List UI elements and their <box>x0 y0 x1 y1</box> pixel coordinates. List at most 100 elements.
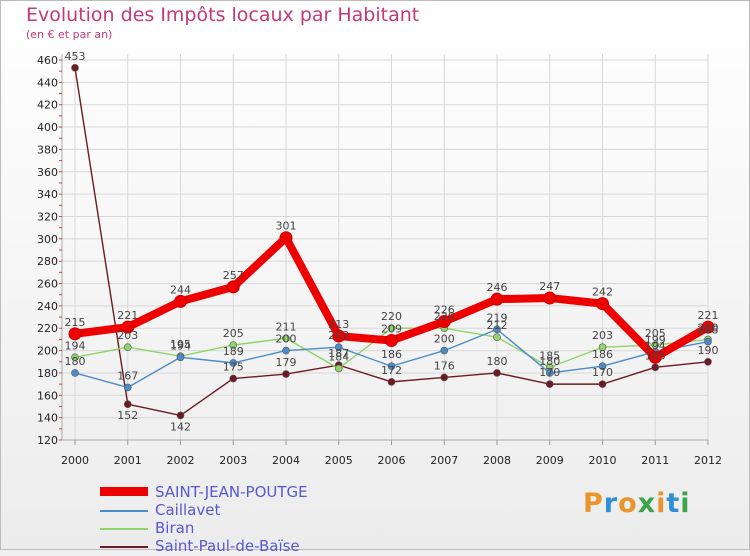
data-label: 205 <box>223 327 244 340</box>
y-tick-label: 340 <box>37 188 58 201</box>
data-label: 142 <box>170 420 191 433</box>
data-point <box>440 346 449 355</box>
y-tick-label: 200 <box>37 345 58 358</box>
data-label: 187 <box>328 347 349 360</box>
data-label: 152 <box>117 409 138 422</box>
x-tick-label: 2000 <box>61 454 89 467</box>
data-label: 170 <box>592 366 613 379</box>
data-point <box>493 333 501 341</box>
data-point <box>440 373 449 382</box>
data-point <box>598 380 607 388</box>
data-label: 205 <box>645 327 666 340</box>
data-label: 179 <box>276 356 297 369</box>
data-label: 215 <box>65 316 86 329</box>
data-label: 221 <box>117 309 138 322</box>
data-point <box>279 231 293 245</box>
data-point <box>543 291 557 305</box>
data-label: 180 <box>539 355 560 368</box>
data-point <box>123 343 132 352</box>
data-point <box>123 383 132 392</box>
data-label: 210 <box>698 321 719 334</box>
data-label: 180 <box>65 355 86 368</box>
data-point <box>229 359 238 367</box>
data-label: 453 <box>65 50 86 63</box>
logo-letter: i <box>656 488 667 519</box>
data-label: 203 <box>117 329 138 342</box>
data-label: 221 <box>698 309 719 322</box>
data-label: 184 <box>328 350 349 363</box>
data-label: 246 <box>487 281 508 294</box>
data-label: 220 <box>434 310 455 323</box>
y-tick-label: 360 <box>37 166 58 179</box>
data-point <box>490 292 504 306</box>
data-point <box>334 343 343 352</box>
data-label: 194 <box>170 339 191 352</box>
data-point <box>437 315 451 329</box>
data-point <box>493 325 501 334</box>
x-tick-label: 2011 <box>641 454 669 467</box>
data-label: 226 <box>434 304 455 317</box>
x-tick-label: 2005 <box>325 454 353 467</box>
data-point <box>598 362 607 371</box>
logo-letter: o <box>618 488 638 519</box>
x-tick-label: 2012 <box>694 454 722 467</box>
data-label: 211 <box>276 320 297 333</box>
legend-label: Caillavet <box>155 501 221 519</box>
data-label: 200 <box>434 333 455 346</box>
data-point <box>648 350 662 364</box>
legend-swatch <box>100 487 148 496</box>
data-point <box>387 324 396 333</box>
data-label: 203 <box>328 329 349 342</box>
y-tick-label: 140 <box>37 412 58 425</box>
legend-label: SAINT-JEAN-POUTGE <box>155 483 308 501</box>
chart-axes: 120 140 160 180 200 220 240 260 280 300 320 340 360 3… <box>37 54 722 467</box>
data-point <box>68 327 82 341</box>
data-point <box>651 363 660 372</box>
y-tick-label: 180 <box>37 367 58 380</box>
legend-label: Biran <box>155 519 195 537</box>
data-point <box>545 369 554 377</box>
data-label: 242 <box>592 286 613 299</box>
series-layer <box>68 64 715 420</box>
data-point <box>387 378 396 386</box>
data-label: 219 <box>487 311 508 324</box>
data-label: 208 <box>698 324 719 337</box>
y-tick-label: 220 <box>37 322 58 335</box>
data-label: 301 <box>276 220 297 233</box>
data-point <box>598 343 607 352</box>
data-label: 195 <box>170 338 191 351</box>
data-label: 213 <box>328 318 349 331</box>
data-point <box>71 64 79 72</box>
data-label: 167 <box>117 369 138 382</box>
data-label: 185 <box>645 349 666 362</box>
data-point <box>71 369 79 377</box>
data-point <box>385 334 398 348</box>
data-label: 247 <box>539 280 560 293</box>
y-tick-label: 120 <box>37 434 58 447</box>
logo-letter: i <box>680 488 691 519</box>
data-label: 199 <box>645 334 666 347</box>
proxiti-logo: Proxiti <box>583 488 691 519</box>
x-tick-label: 2006 <box>378 454 406 467</box>
data-label: 185 <box>539 349 560 362</box>
data-point <box>334 364 343 373</box>
legend-swatch <box>100 510 148 512</box>
x-tick-label: 2003 <box>219 454 247 467</box>
x-tick-label: 2007 <box>430 454 458 467</box>
data-label: 257 <box>223 269 244 282</box>
y-tick-label: 160 <box>37 389 58 402</box>
data-point <box>71 353 79 362</box>
data-label: 194 <box>645 339 666 352</box>
data-point <box>121 320 135 334</box>
data-point <box>226 280 240 294</box>
data-point <box>282 334 290 343</box>
data-label: 175 <box>223 361 244 374</box>
x-tick-label: 2004 <box>272 454 300 467</box>
data-point <box>282 370 290 378</box>
data-point <box>596 297 609 311</box>
data-point <box>176 353 185 362</box>
data-point <box>229 341 238 349</box>
